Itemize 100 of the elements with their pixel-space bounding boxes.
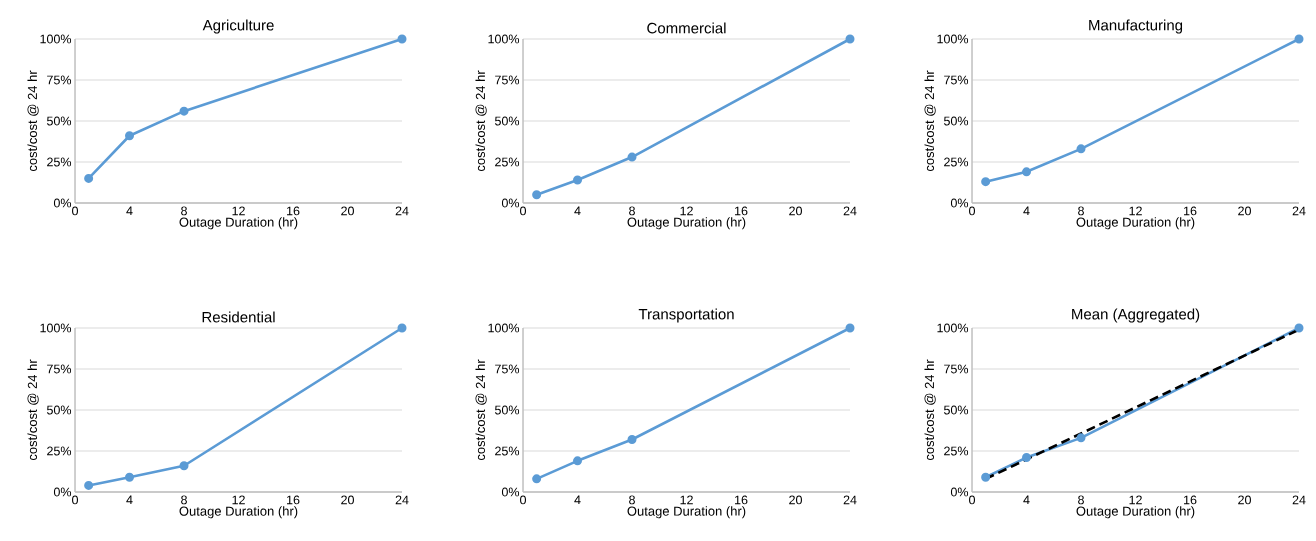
x-tick-label: 24 — [843, 206, 857, 216]
chart-title: Manufacturing — [1089, 19, 1183, 34]
chart-title: Agriculture — [202, 19, 274, 34]
y-tick-label: 25% — [495, 446, 520, 456]
x-tick-label: 0 — [72, 206, 79, 216]
y-axis-title: cost/cost @ 24 hr — [27, 70, 39, 172]
point — [627, 152, 637, 162]
chart-title: Transportation — [638, 308, 734, 323]
x-axis-title: Outage Duration (hr) — [627, 506, 746, 519]
point — [627, 435, 637, 444]
y-tick-label: 100% — [488, 323, 520, 333]
x-tick-label: 20 — [1238, 206, 1251, 216]
y-tick-label: 0% — [53, 487, 72, 497]
y-axis-title: cost/cost @ 24 hr — [924, 359, 936, 461]
y-tick-label: 75% — [944, 364, 969, 374]
x-tick-label: 4 — [1023, 495, 1030, 505]
x-tick-label: 12 — [232, 206, 245, 216]
x-tick-label: 4 — [1023, 206, 1030, 216]
y-tick-label: 25% — [495, 157, 520, 167]
x-tick-label: 16 — [735, 206, 748, 216]
y-tick-label: 25% — [47, 446, 72, 456]
point — [1294, 34, 1304, 44]
x-tick-label: 8 — [1078, 206, 1084, 216]
point — [573, 175, 583, 185]
y-tick-label: 50% — [494, 405, 520, 415]
point — [125, 131, 135, 141]
x-tick-label: 20 — [1238, 495, 1251, 505]
x-tick-label: 4 — [574, 495, 581, 505]
point — [397, 323, 407, 333]
x-tick-label: 8 — [629, 495, 635, 505]
x-tick-label: 24 — [843, 495, 857, 505]
x-tick-label: 4 — [126, 495, 133, 505]
y-tick-label: 50% — [46, 405, 72, 415]
y-tick-label: 0% — [950, 198, 969, 208]
x-tick-label: 24 — [395, 206, 409, 216]
x-tick-label: 4 — [126, 206, 133, 216]
point — [125, 472, 135, 482]
x-tick-label: 24 — [395, 495, 409, 505]
point — [1294, 323, 1304, 333]
x-axis-title: Outage Duration (hr) — [627, 217, 746, 230]
point — [573, 456, 583, 466]
y-tick-label: 75% — [47, 364, 72, 374]
x-tick-label: 12 — [232, 495, 245, 505]
y-tick-label: 100% — [488, 34, 520, 44]
point — [532, 474, 542, 484]
x-tick-label: 16 — [1184, 495, 1197, 505]
x-tick-label: 8 — [181, 495, 187, 505]
y-axis-title: cost/cost @ 24 hr — [475, 359, 487, 461]
y-tick-label: 50% — [46, 116, 72, 126]
y-tick-label: 100% — [937, 34, 969, 44]
chart-title: Commercial — [647, 22, 726, 34]
y-tick-label: 25% — [944, 157, 969, 167]
x-tick-label: 12 — [680, 206, 693, 216]
point — [84, 480, 94, 490]
y-tick-label: 0% — [950, 487, 969, 497]
y-axis-title: cost/cost @ 24 hr — [475, 70, 487, 172]
x-tick-label: 24 — [1292, 495, 1306, 505]
point — [1076, 433, 1086, 443]
x-tick-label: 8 — [629, 206, 635, 216]
x-tick-label: 20 — [341, 495, 354, 505]
y-tick-label: 50% — [494, 116, 520, 126]
point — [397, 34, 407, 44]
x-tick-label: 20 — [789, 495, 802, 505]
y-tick-label: 0% — [501, 487, 520, 497]
x-tick-label: 0 — [72, 495, 79, 505]
point — [845, 34, 855, 44]
chart-title: Mean (Aggregated) — [1072, 308, 1200, 323]
x-axis-title: Outage Duration (hr) — [179, 217, 298, 230]
x-tick-label: 20 — [341, 206, 354, 216]
x-tick-label: 20 — [789, 206, 802, 216]
point — [981, 472, 991, 482]
x-tick-label: 12 — [1129, 206, 1142, 216]
point — [84, 173, 94, 183]
point — [981, 177, 991, 187]
y-axis-title: cost/cost @ 24 hr — [924, 70, 936, 172]
y-tick-label: 0% — [53, 198, 72, 208]
y-tick-label: 75% — [47, 75, 72, 85]
x-tick-label: 0 — [520, 206, 527, 216]
x-tick-label: 0 — [520, 495, 527, 505]
x-axis-title: Outage Duration (hr) — [179, 506, 298, 519]
x-tick-label: 16 — [287, 495, 300, 505]
point — [1022, 167, 1032, 177]
point — [845, 323, 855, 333]
x-tick-label: 16 — [287, 206, 300, 216]
point — [179, 106, 189, 116]
x-tick-label: 16 — [1184, 206, 1197, 216]
y-tick-label: 100% — [937, 323, 969, 333]
y-tick-label: 50% — [943, 116, 969, 126]
x-axis-title: Outage Duration (hr) — [1076, 506, 1195, 519]
y-tick-label: 75% — [495, 364, 520, 374]
y-tick-label: 50% — [943, 405, 969, 415]
y-tick-label: 25% — [47, 157, 72, 167]
x-tick-label: 4 — [574, 206, 581, 216]
x-axis-title: Outage Duration (hr) — [1076, 217, 1195, 230]
point — [532, 190, 542, 200]
point — [179, 461, 189, 471]
x-tick-label: 0 — [969, 206, 976, 216]
x-tick-label: 0 — [969, 495, 976, 505]
y-tick-label: 0% — [501, 198, 520, 208]
y-tick-label: 75% — [495, 75, 520, 85]
